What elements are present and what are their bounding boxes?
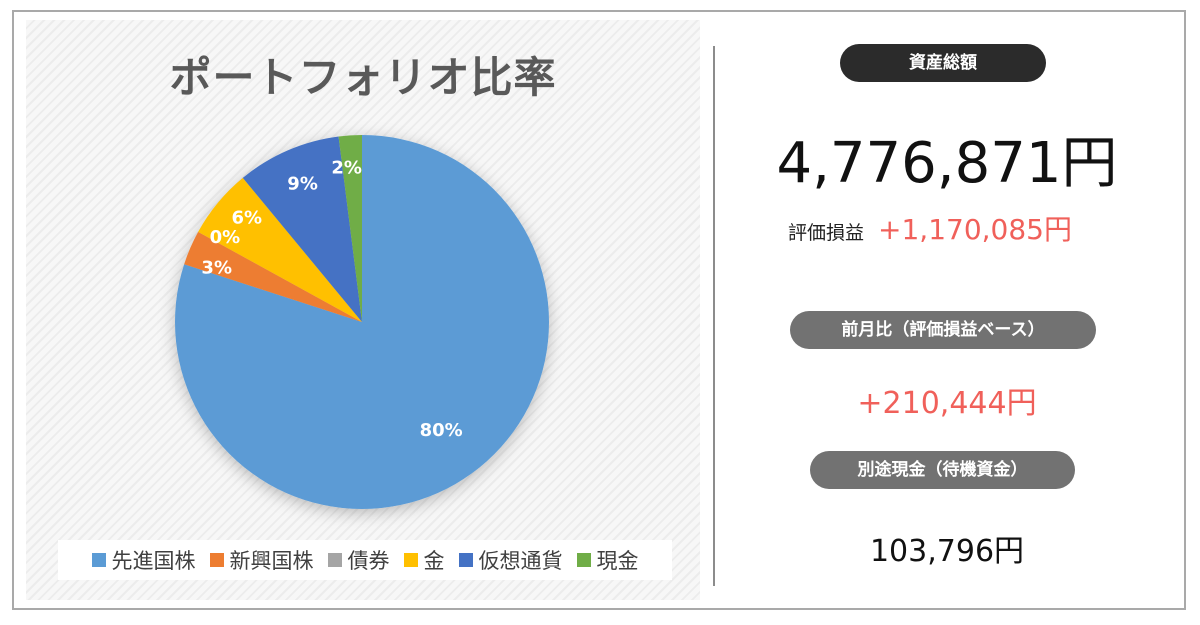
profit-loss-row: 評価損益 +1,170,085円 <box>788 208 1072 248</box>
legend-item-0: 先進国株 <box>91 545 196 575</box>
legend-item-4: 仮想通貨 <box>458 545 563 575</box>
legend-item-5: 現金 <box>576 545 639 575</box>
legend-swatch-0 <box>91 553 106 567</box>
profit-loss-label: 評価損益 <box>788 222 865 244</box>
total-assets-value: 4,776,871円 <box>776 131 1118 196</box>
legend-label-3: 金 <box>423 549 445 573</box>
pie-slice-3 <box>198 177 362 322</box>
legend-item-1: 新興国株 <box>209 545 314 575</box>
total-assets-pill: 資産総額 <box>840 44 1046 82</box>
pie-slice-1 <box>184 231 362 322</box>
pie-slice-label-4: 9% <box>287 174 318 195</box>
pie-slice-label-1: 3% <box>201 258 232 279</box>
legend-label-2: 債券 <box>347 549 390 573</box>
pie-slice-label-3: 6% <box>231 208 262 229</box>
monthly-change-value: +210,444円 <box>857 386 1037 421</box>
legend-swatch-3 <box>403 553 418 567</box>
chart-legend: 先進国株 新興国株 債券 金 仮想通貨 現金 <box>58 540 672 580</box>
pie-slice-label-0: 80% <box>420 420 463 441</box>
vertical-divider <box>713 46 715 586</box>
legend-swatch-5 <box>576 553 591 567</box>
profit-loss-value: +1,170,085円 <box>878 213 1072 246</box>
legend-swatch-2 <box>327 553 342 567</box>
pie-slice-4 <box>242 136 362 322</box>
legend-swatch-4 <box>458 553 473 567</box>
legend-label-1: 新興国株 <box>229 549 314 573</box>
pie-slice-5 <box>338 135 362 322</box>
legend-item-2: 債券 <box>327 545 390 575</box>
legend-label-0: 先進国株 <box>111 549 196 573</box>
legend-label-5: 現金 <box>596 549 639 573</box>
legend-item-3: 金 <box>403 545 445 575</box>
pie-slice-label-5: 2% <box>331 158 362 179</box>
legend-label-4: 仮想通貨 <box>478 549 563 573</box>
cash-value: 103,796円 <box>869 534 1025 569</box>
pie-slice-label-2: 0% <box>210 227 241 248</box>
monthly-change-pill: 前月比（評価損益ベース） <box>790 311 1096 349</box>
legend-swatch-1 <box>209 553 224 567</box>
chart-title: ポートフォリオ比率 <box>169 53 557 102</box>
cash-pill: 別途現金（待機資金） <box>810 451 1075 489</box>
